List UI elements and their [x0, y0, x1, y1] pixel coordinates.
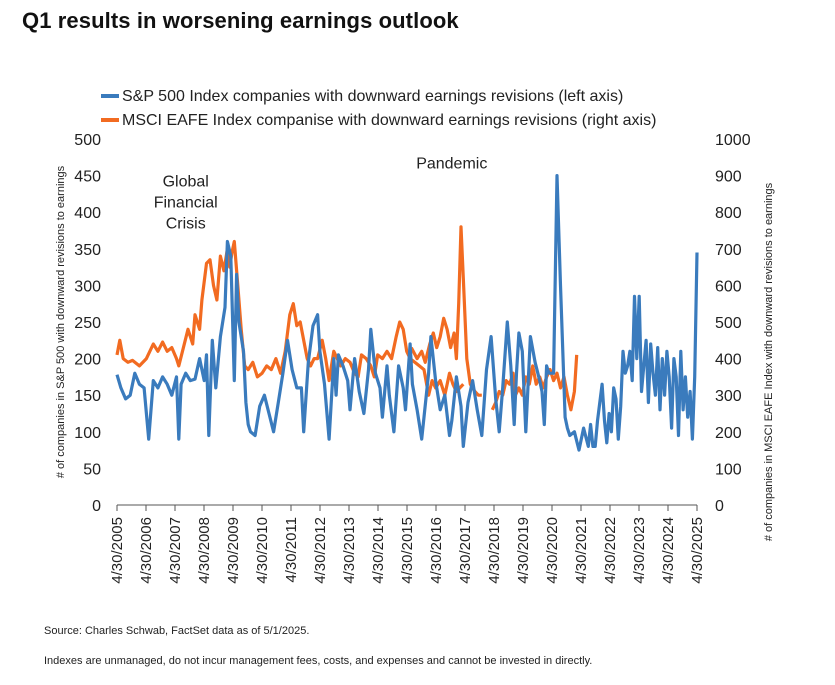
x-tick-label: 4/30/2024: [660, 517, 677, 584]
msci-eafe-series-line: [115, 239, 465, 397]
x-tick-label: 4/30/2017: [457, 517, 474, 584]
left-axis-title: # of companies in S&P 500 with downward …: [55, 165, 67, 478]
legend-entry: S&P 500 Index companies with downward ea…: [122, 88, 623, 105]
right-tick-label: 200: [715, 425, 742, 442]
right-tick-label: 600: [715, 278, 742, 295]
x-tick-label: 4/30/2007: [167, 517, 184, 584]
annotation-label: Global: [163, 174, 209, 191]
x-tick-label: 4/30/2023: [631, 517, 648, 584]
x-tick-label: 4/30/2021: [573, 517, 590, 584]
right-tick-label: 400: [715, 352, 742, 369]
left-tick-label: 400: [74, 205, 101, 222]
x-tick-label: 4/30/2010: [254, 517, 271, 584]
left-tick-label: 150: [74, 388, 101, 405]
left-tick-label: 250: [74, 315, 101, 332]
left-tick-label: 0: [92, 498, 101, 515]
sp500-series-line: [115, 174, 699, 452]
annotation-label: Pandemic: [416, 155, 487, 172]
left-tick-label: 450: [74, 169, 101, 186]
x-tick-label: 4/30/2019: [515, 517, 532, 584]
right-tick-label: 500: [715, 315, 742, 332]
line-chart: 4/30/2005 4/30/2006 4/30/2007 4/30/2008 4/30…: [55, 88, 775, 584]
right-tick-label: 700: [715, 242, 742, 259]
right-tick-label: 1000: [715, 132, 751, 149]
x-tick-label: 4/30/2009: [225, 517, 242, 584]
source-note: Source: Charles Schwab, FactSet data as …: [44, 625, 310, 637]
right-tick-label: 300: [715, 388, 742, 405]
x-tick-label: 4/30/2014: [370, 517, 387, 584]
disclaimer-note: Indexes are unmanaged, do not incur mana…: [44, 655, 593, 667]
left-tick-label: 350: [74, 242, 101, 259]
x-tick-label: 4/30/2022: [602, 517, 619, 584]
right-tick-label: 100: [715, 461, 742, 478]
right-axis-title: # of companies in MSCI EAFE Index with d…: [763, 182, 775, 541]
annotation-label: Financial: [154, 195, 218, 212]
left-tick-label: 50: [83, 461, 101, 478]
x-tick-label: 4/30/2020: [544, 517, 561, 584]
legend-entry: MSCI EAFE Index companise with downward …: [122, 112, 656, 129]
left-tick-label: 100: [74, 425, 101, 442]
x-tick-label: 4/30/2012: [312, 517, 329, 584]
x-tick-label: 4/30/2015: [399, 517, 416, 584]
x-tick-label: 4/30/2018: [486, 517, 503, 584]
chart-title: Q1 results in worsening earnings outlook: [22, 8, 459, 33]
x-tick-label: 4/30/2016: [428, 517, 445, 584]
right-tick-label: 0: [715, 498, 724, 515]
x-tick-label: 4/30/2013: [341, 517, 358, 584]
right-tick-label: 800: [715, 205, 742, 222]
annotation-label: Crisis: [166, 216, 206, 233]
left-tick-label: 300: [74, 278, 101, 295]
msci-eafe-series-line: [409, 225, 482, 397]
left-tick-label: 500: [74, 132, 101, 149]
x-tick-label: 4/30/2011: [283, 517, 300, 583]
x-tick-label: 4/30/2006: [138, 517, 155, 584]
x-tick-label: 4/30/2025: [689, 517, 706, 584]
right-tick-label: 900: [715, 169, 742, 186]
left-tick-label: 200: [74, 352, 101, 369]
x-tick-label: 4/30/2005: [109, 517, 126, 584]
x-tick-label: 4/30/2008: [196, 517, 213, 584]
